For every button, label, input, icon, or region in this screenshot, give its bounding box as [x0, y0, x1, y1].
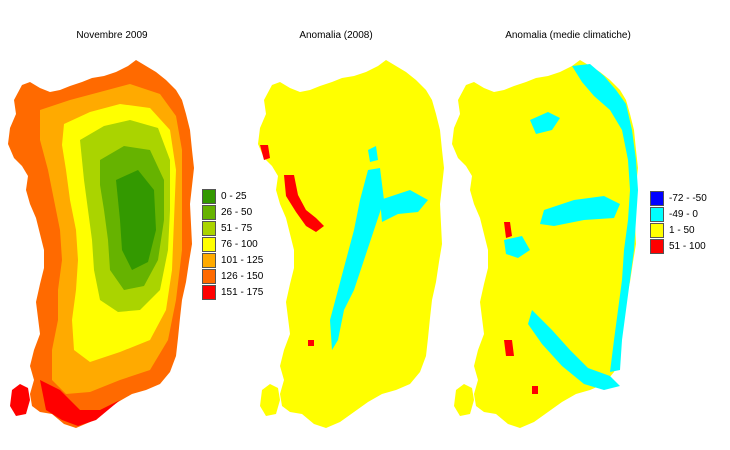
- legend-item: 126 - 150: [202, 268, 263, 284]
- rainfall-legend: 0 - 25 26 - 50 51 - 75 76 - 100 101 - 12…: [202, 188, 263, 300]
- legend-item: 26 - 50: [202, 204, 263, 220]
- legend-label: 151 - 175: [221, 286, 264, 298]
- legend-swatch: [202, 252, 216, 268]
- legend-item: 1 - 50: [650, 222, 707, 238]
- legend-item: 151 - 175: [202, 284, 263, 300]
- legend-label: 76 - 100: [221, 238, 258, 250]
- legend-swatch: [202, 284, 216, 300]
- anomaly-legend: -72 - -50 -49 - 0 1 - 50 51 - 100: [650, 190, 707, 254]
- legend-item: -72 - -50: [650, 190, 707, 206]
- legend-item: 76 - 100: [202, 236, 263, 252]
- legend-label: 1 - 50: [669, 224, 695, 236]
- anomaly-climate-map: [452, 60, 638, 428]
- legend-swatch: [202, 188, 216, 204]
- panel-title-november-2009: Novembre 2009: [76, 30, 148, 41]
- legend-label: 0 - 25: [221, 190, 247, 202]
- legend-swatch: [202, 204, 216, 220]
- anomaly-2008-map: [258, 60, 444, 428]
- legend-item: 51 - 75: [202, 220, 263, 236]
- legend-item: 101 - 125: [202, 252, 263, 268]
- legend-label: -72 - -50: [669, 192, 707, 204]
- rainfall-map: [8, 60, 194, 428]
- legend-swatch: [202, 268, 216, 284]
- legend-swatch: [650, 222, 664, 238]
- legend-label: 51 - 100: [669, 240, 706, 252]
- legend-swatch: [202, 236, 216, 252]
- panel-title-anomaly-climate: Anomalia (medie climatiche): [505, 30, 631, 41]
- legend-swatch: [650, 206, 664, 222]
- legend-item: 0 - 25: [202, 188, 263, 204]
- legend-swatch: [650, 238, 664, 254]
- legend-item: -49 - 0: [650, 206, 707, 222]
- legend-label: 51 - 75: [221, 222, 253, 234]
- legend-label: 126 - 150: [221, 270, 264, 282]
- legend-swatch: [650, 190, 664, 206]
- panel-title-anomaly-2008: Anomalia (2008): [299, 30, 373, 41]
- legend-item: 51 - 100: [650, 238, 707, 254]
- legend-swatch: [202, 220, 216, 236]
- legend-label: -49 - 0: [669, 208, 698, 220]
- legend-label: 101 - 125: [221, 254, 264, 266]
- legend-label: 26 - 50: [221, 206, 253, 218]
